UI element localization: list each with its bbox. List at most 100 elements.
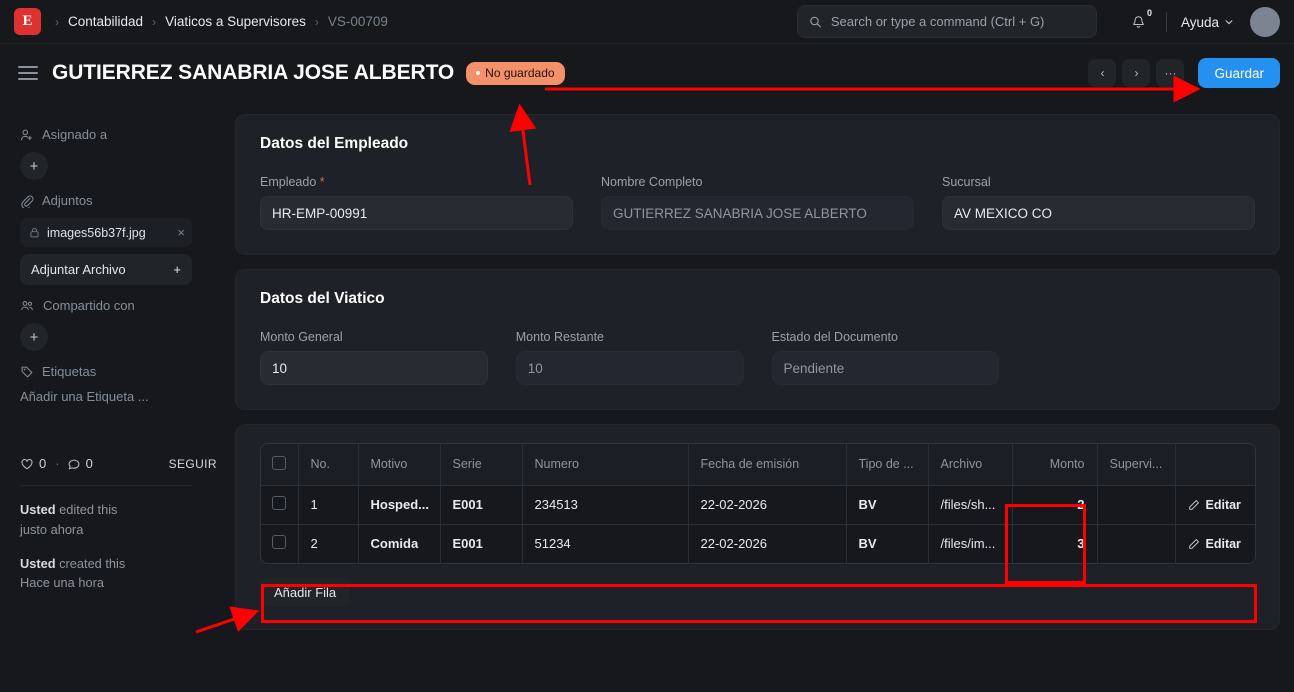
breadcrumb: › Contabilidad › Viaticos a Supervisores… [55, 14, 388, 29]
attach-file-label: Adjuntar Archivo [31, 262, 126, 277]
section-title: Datos del Viatico [260, 290, 385, 307]
cell-fecha[interactable]: 22-02-2026 [688, 524, 847, 563]
search-input[interactable] [830, 14, 1085, 29]
prev-document-button[interactable]: ‹ [1088, 59, 1117, 87]
comment-icon[interactable] [67, 457, 81, 471]
add-row-button[interactable]: Añadir Fila [260, 577, 351, 607]
app-logo[interactable]: E [14, 8, 41, 35]
remove-attachment-icon[interactable]: × [177, 225, 185, 240]
cell-archivo[interactable]: /files/sh... [928, 485, 1013, 525]
activity-actor: Usted [20, 502, 56, 517]
breadcrumb-item-contabilidad[interactable]: Contabilidad [68, 14, 144, 29]
cell-actions: Editar [1175, 524, 1255, 563]
attach-file-button[interactable]: Adjuntar Archivo + [20, 254, 192, 285]
column-fecha[interactable]: Fecha de emisión [688, 444, 847, 486]
field-nombre-completo: Nombre Completo [601, 175, 914, 230]
nombre-completo-input[interactable] [601, 196, 914, 230]
assign-user-icon [21, 129, 32, 140]
field-empleado: Empleado * [260, 175, 573, 230]
activity-divider [20, 485, 192, 486]
edit-row-button[interactable]: Editar [1188, 498, 1246, 512]
field-grid: Empleado * Nombre Completo Sucursal [260, 175, 1255, 230]
row-select-cell [261, 485, 299, 525]
search-bar[interactable] [797, 5, 1097, 38]
top-navbar: E › Contabilidad › Viaticos a Supervisor… [0, 0, 1294, 44]
sidebar-toggle-icon[interactable] [18, 66, 38, 80]
add-tag-input[interactable]: Añadir una Etiqueta ... [20, 389, 149, 404]
edit-row-button[interactable]: Editar [1188, 537, 1246, 551]
section-datos-del-viatico: Datos del Viatico Monto General Monto Re… [235, 269, 1280, 410]
estado-documento-input[interactable] [771, 351, 1000, 385]
sucursal-input[interactable] [942, 196, 1255, 230]
cell-serie[interactable]: E001 [440, 524, 523, 563]
sidebar-label-attachments: Adjuntos [42, 193, 93, 208]
avatar[interactable] [1250, 7, 1280, 37]
people-icon [21, 300, 33, 310]
field-label: Monto Restante [515, 330, 604, 344]
breadcrumb-item-viaticos[interactable]: Viaticos a Supervisores [165, 14, 306, 29]
pencil-icon [1188, 538, 1199, 549]
cell-monto[interactable]: 2 [1012, 485, 1098, 525]
table-row[interactable]: 1 Hosped... E001 234513 22-02-2026 BV /f… [261, 485, 1255, 525]
column-monto[interactable]: Monto [1012, 444, 1098, 486]
empleado-input[interactable] [260, 196, 573, 230]
plus-icon: + [173, 262, 181, 277]
comment-count: 0 [85, 456, 93, 471]
cell-fecha[interactable]: 22-02-2026 [688, 485, 847, 525]
field-label: Empleado * [260, 175, 573, 189]
cell-no: 2 [298, 524, 359, 563]
save-button[interactable]: Guardar [1198, 58, 1280, 88]
select-all-checkbox[interactable] [272, 455, 286, 470]
column-actions [1175, 444, 1255, 486]
notifications-button[interactable]: 0 [1122, 5, 1156, 39]
monto-general-input[interactable] [260, 351, 488, 385]
cell-numero[interactable]: 51234 [522, 524, 689, 563]
paperclip-icon [21, 194, 34, 208]
sidebar-section-shared: Compartido con [20, 298, 217, 313]
cell-tipo[interactable]: BV [846, 524, 929, 563]
cell-tipo[interactable]: BV [846, 485, 929, 525]
notification-count: 0 [1146, 8, 1152, 18]
breadcrumb-separator-2: › [314, 14, 319, 29]
column-archivo[interactable]: Archivo [928, 444, 1013, 486]
cell-numero[interactable]: 234513 [522, 485, 689, 525]
attachment-item[interactable]: images56b37f.jpg × [20, 218, 192, 247]
add-shared-user-button[interactable]: + [20, 323, 48, 351]
follow-button[interactable]: SEGUIR [168, 456, 217, 471]
next-document-button[interactable]: › [1122, 59, 1151, 87]
row-checkbox[interactable] [272, 496, 286, 510]
cell-motivo[interactable]: Comida [358, 524, 441, 563]
field-label: Sucursal [942, 175, 991, 189]
monto-restante-input[interactable] [515, 351, 744, 385]
page-header-actions: ‹ › ··· Guardar [1088, 44, 1280, 102]
more-options-button[interactable]: ··· [1156, 59, 1185, 87]
column-numero[interactable]: Numero [522, 444, 689, 486]
column-tipo[interactable]: Tipo de ... [846, 444, 929, 486]
bell-icon [1133, 15, 1145, 28]
cell-serie[interactable]: E001 [440, 485, 523, 525]
section-detalle-table: No. Motivo Serie Numero Fecha de emisión… [235, 424, 1280, 630]
breadcrumb-item-document-id: VS-00709 [327, 14, 388, 29]
status-dot-icon [476, 70, 481, 75]
section-title: Datos del Empleado [260, 135, 409, 152]
add-assignee-button[interactable]: + [20, 152, 48, 180]
attachment-filename: images56b37f.jpg [47, 225, 146, 240]
column-no[interactable]: No. [298, 444, 359, 486]
column-supervisor[interactable]: Supervi... [1097, 444, 1176, 486]
help-menu-button[interactable]: Ayuda [1177, 11, 1238, 34]
field-label: Estado del Documento [771, 330, 898, 344]
activity-panel: 0 · 0 SEGUIR Usted edited this justo aho… [20, 456, 217, 593]
column-serie[interactable]: Serie [440, 444, 523, 486]
cell-monto[interactable]: 3 [1012, 524, 1098, 563]
table-row[interactable]: 2 Comida E001 51234 22-02-2026 BV /files… [261, 524, 1255, 563]
cell-no: 1 [298, 485, 359, 525]
cell-supervisor[interactable] [1097, 524, 1176, 563]
row-checkbox[interactable] [272, 535, 286, 550]
navbar-right: 0 Ayuda [1122, 0, 1280, 44]
cell-archivo[interactable]: /files/im... [928, 524, 1013, 563]
column-motivo[interactable]: Motivo [358, 444, 441, 486]
cell-motivo[interactable]: Hosped... [358, 485, 441, 525]
cell-actions: Editar [1175, 485, 1255, 525]
heart-icon[interactable] [20, 457, 34, 471]
cell-supervisor[interactable] [1097, 485, 1176, 525]
